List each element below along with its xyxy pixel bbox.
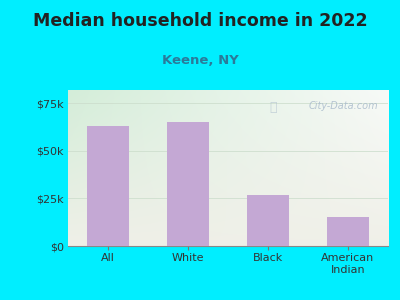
Text: ⦾: ⦾ — [270, 101, 277, 114]
Bar — [87, 126, 129, 246]
Text: Keene, NY: Keene, NY — [162, 54, 238, 67]
Bar — [327, 218, 369, 246]
Text: Median household income in 2022: Median household income in 2022 — [33, 12, 367, 30]
Text: City-Data.com: City-Data.com — [309, 101, 378, 111]
Bar — [167, 122, 209, 246]
Bar — [247, 195, 289, 246]
